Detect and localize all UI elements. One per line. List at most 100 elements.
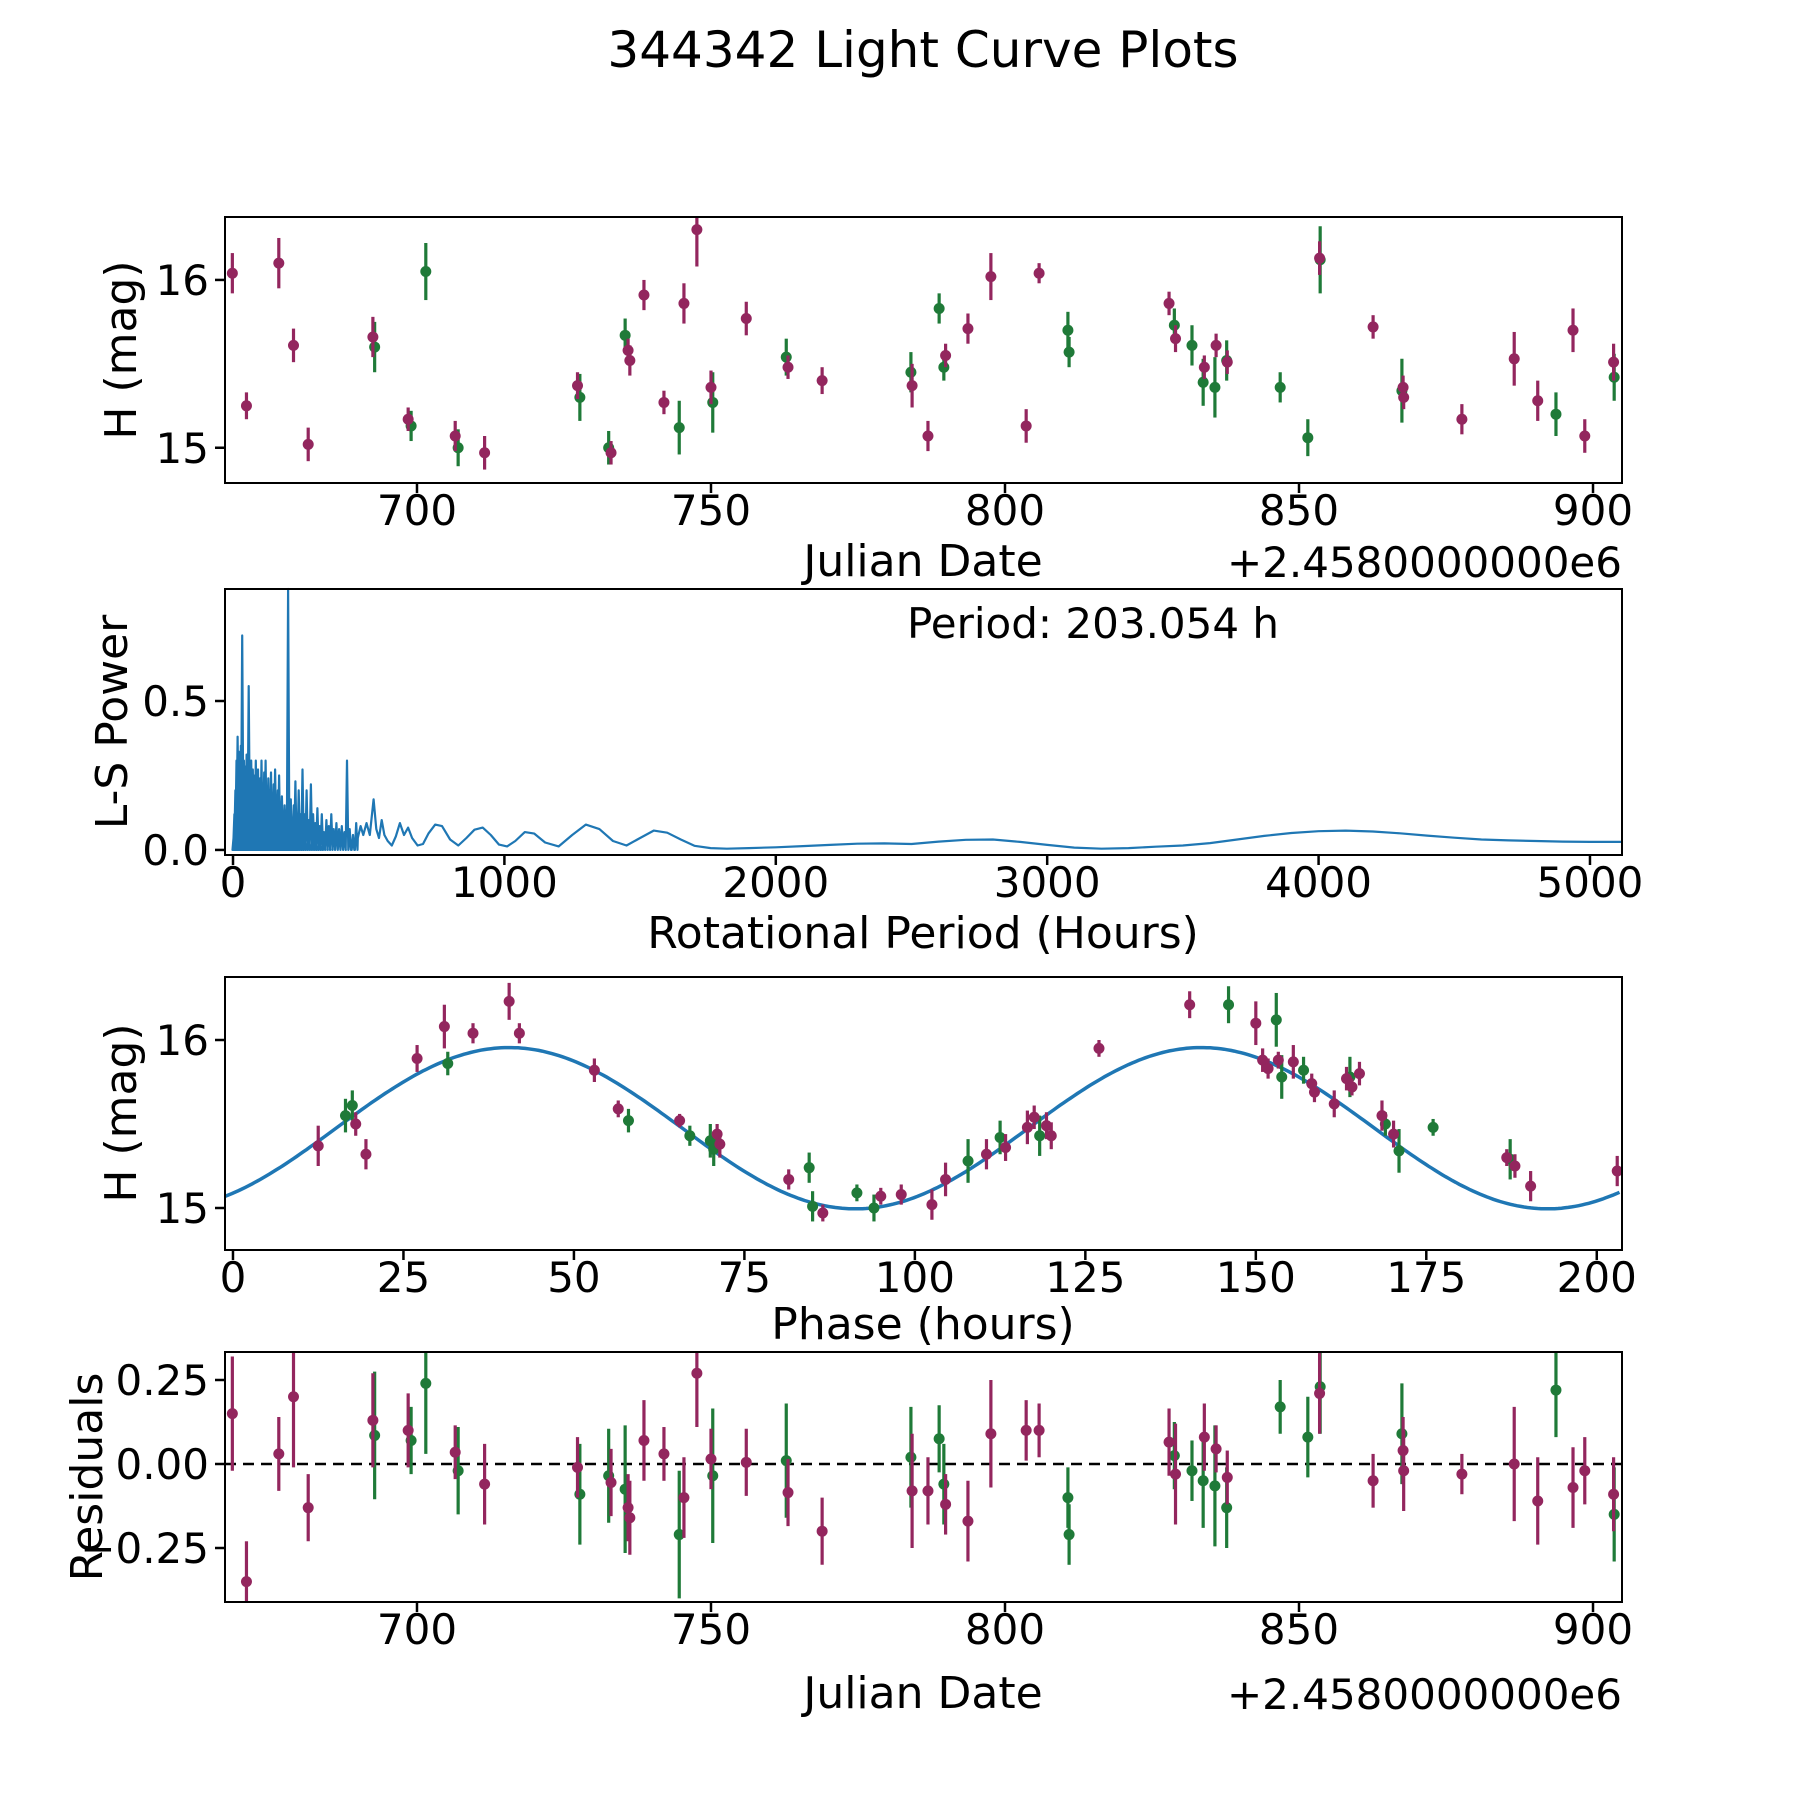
data-point	[1186, 339, 1198, 351]
x-tick-label: 850	[1259, 486, 1339, 535]
data-point	[1000, 1142, 1012, 1154]
data-point	[367, 331, 379, 343]
data-point	[622, 1502, 634, 1514]
y-tick-label: 16	[156, 256, 209, 305]
data-point	[1302, 432, 1314, 444]
data-point	[1367, 1475, 1379, 1487]
data-point	[1209, 1480, 1221, 1492]
data-point	[933, 302, 945, 314]
data-point	[420, 1377, 432, 1389]
data-point	[938, 361, 950, 373]
x-offset-text-bottom: +2.4580000000e6	[1226, 1670, 1622, 1719]
x-tick-label: 800	[965, 1605, 1045, 1654]
data-point	[1508, 1458, 1520, 1470]
x-tick-label: 5000	[1537, 858, 1644, 907]
data-point	[705, 1453, 717, 1465]
data-point	[1197, 1475, 1209, 1487]
data-point	[1274, 381, 1286, 393]
data-point	[1550, 1384, 1562, 1396]
data-point	[420, 266, 432, 278]
data-point	[817, 1207, 829, 1219]
data-point	[240, 1576, 252, 1588]
data-point	[442, 1058, 454, 1070]
x-tick-label: 850	[1259, 1605, 1339, 1654]
data-point	[1579, 430, 1591, 442]
data-point	[714, 1138, 726, 1150]
data-point	[1186, 1465, 1198, 1477]
x-tick-label: 0	[220, 1253, 247, 1302]
data-point	[226, 1408, 238, 1420]
data-point	[673, 422, 685, 434]
data-point	[288, 339, 300, 351]
data-point	[1163, 1436, 1175, 1448]
data-point	[438, 1021, 450, 1033]
data-point	[940, 1173, 952, 1185]
data-point	[938, 1478, 950, 1490]
x-tick-label: 25	[377, 1253, 430, 1302]
data-point	[1567, 1482, 1579, 1494]
periodogram-plot: 0 1000 2000 3000 4000 5000 0.0 0.5	[142, 587, 1644, 907]
data-point	[402, 1424, 414, 1436]
data-point	[1298, 1064, 1310, 1076]
data-point	[1197, 376, 1209, 388]
data-point	[1272, 1054, 1284, 1066]
data-point	[369, 341, 381, 353]
data-point	[895, 1189, 907, 1201]
data-point	[638, 1434, 650, 1446]
data-point	[350, 1118, 362, 1130]
xlabel-rotational-period: Rotational Period (Hours)	[647, 908, 1199, 959]
data-point	[1034, 1130, 1046, 1142]
data-point	[1093, 1042, 1105, 1054]
x-tick-label: 150	[1216, 1253, 1296, 1302]
data-point	[1287, 1056, 1299, 1068]
axes-spines	[224, 588, 1623, 856]
data-point	[1020, 1424, 1032, 1436]
data-point	[940, 349, 952, 361]
data-point	[612, 1103, 624, 1115]
data-point	[1021, 1121, 1033, 1133]
data-point	[922, 1485, 934, 1497]
data-point	[1198, 1431, 1210, 1443]
y-tick-label: 16	[156, 1016, 209, 1065]
data-point	[816, 1525, 828, 1537]
data-point	[1456, 1468, 1468, 1480]
x-tick-label: 50	[547, 1253, 600, 1302]
data-point	[572, 1461, 584, 1473]
data-point	[503, 995, 515, 1007]
sine-fit-line	[224, 1045, 1621, 1211]
data-point	[449, 430, 461, 442]
data-point	[339, 1110, 351, 1122]
data-point	[962, 1515, 974, 1527]
data-point	[1376, 1110, 1388, 1122]
y-tick-label: 0.0	[142, 826, 209, 875]
x-tick-label: 900	[1553, 1605, 1633, 1654]
x-tick-label: 700	[377, 486, 457, 535]
data-point	[1223, 999, 1235, 1011]
data-point	[622, 344, 634, 356]
data-point	[1045, 1130, 1057, 1142]
data-point	[288, 1391, 300, 1403]
x-tick-label: 125	[1045, 1253, 1125, 1302]
x-tick-label: 900	[1553, 486, 1633, 535]
y-tick-label: 0.25	[115, 1356, 209, 1405]
data-point	[1346, 1081, 1358, 1093]
data-point	[479, 1478, 491, 1490]
data-point	[1062, 324, 1074, 336]
data-point	[1020, 420, 1032, 432]
data-point	[1608, 1488, 1620, 1500]
data-point	[1250, 1017, 1262, 1029]
data-point	[1221, 1471, 1233, 1483]
data-point	[624, 1512, 636, 1524]
x-tick-label: 4000	[1265, 858, 1372, 907]
x-tick-label: 200	[1557, 1253, 1637, 1302]
data-point	[851, 1187, 863, 1199]
axes-spines	[224, 976, 1623, 1251]
data-point	[240, 400, 252, 412]
data-point	[691, 224, 703, 236]
data-point	[1198, 361, 1210, 373]
data-point	[1314, 1387, 1326, 1399]
series-green-filter	[369, 1352, 1620, 1599]
data-point	[1353, 1068, 1365, 1080]
figure-title: 344342 Light Curve Plots	[607, 21, 1239, 79]
